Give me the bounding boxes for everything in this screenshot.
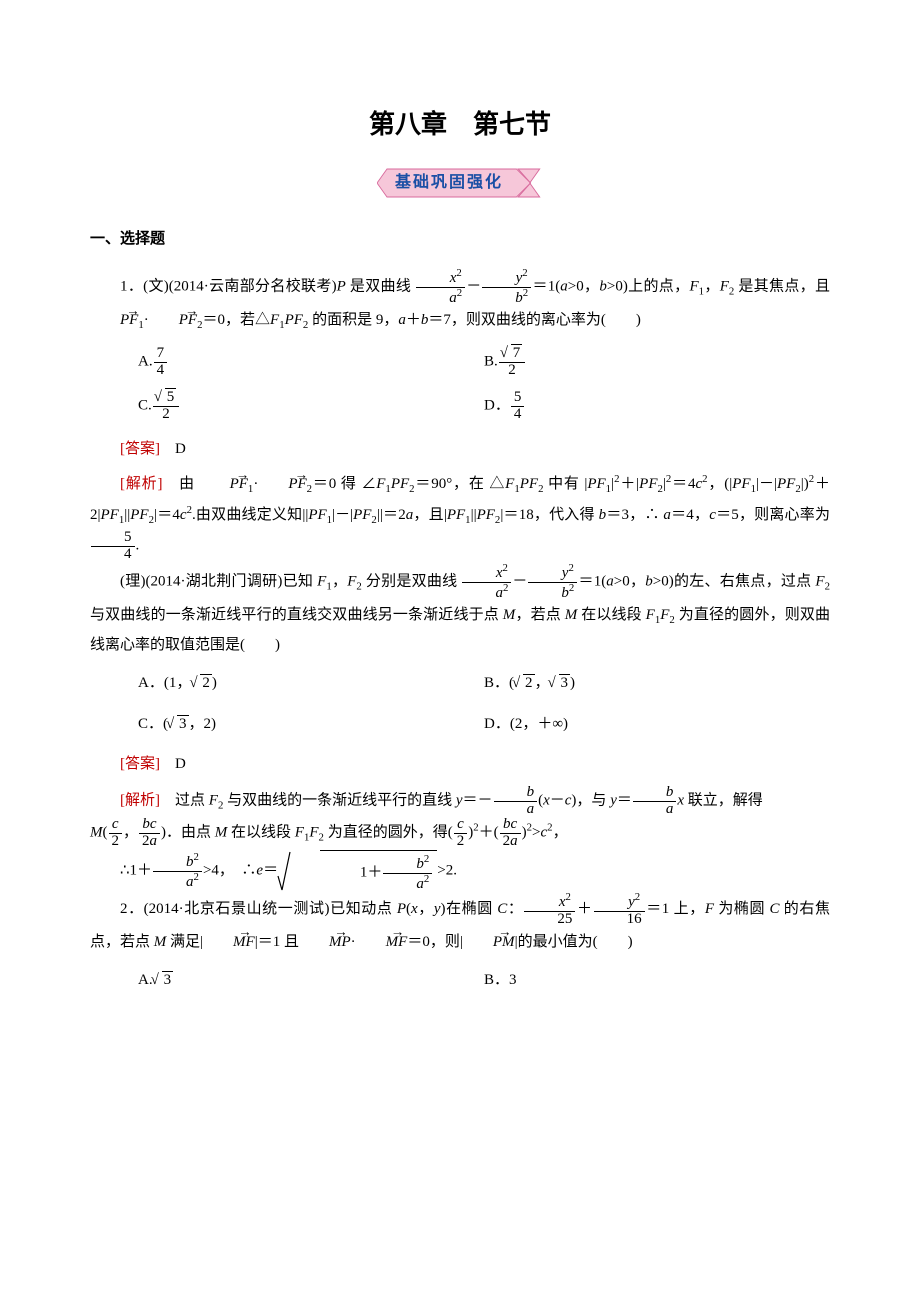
la1: 过点 xyxy=(175,793,205,809)
ana-t9: ＝4， xyxy=(671,507,709,523)
answer-value: D xyxy=(175,756,186,772)
choice-c: C.52 xyxy=(138,384,484,429)
q2-t3: 上， xyxy=(674,902,705,918)
q1w-analysis: [解析] 由 →PF1·→PF2＝0 得 ∠F1PF2＝90°，在 △F1PF2… xyxy=(90,469,830,563)
q1l-analysis-3: ∴1＋b2a2>4， ∴e＝ 1＋b2a2 >2. xyxy=(90,850,830,893)
q1w-t3: 上的点， xyxy=(628,279,690,295)
choice-b: B．(2，3) xyxy=(484,663,830,704)
choice-d: D．54 xyxy=(484,384,830,429)
choice-a: A.3 xyxy=(138,960,484,1001)
choice-a: A．(1，2) xyxy=(138,663,484,704)
choice-d: D．(2，＋∞) xyxy=(484,704,830,745)
analysis-label: [解析] xyxy=(120,476,162,492)
ribbon: 基础巩固强化 xyxy=(90,167,830,199)
ana-t10: ＝5，则离心率为 xyxy=(716,507,830,523)
q1l-t3: 的左、右焦点，过点 xyxy=(674,574,812,590)
la2: 与双曲线的一条渐近线平行的直线 xyxy=(227,793,452,809)
choice-c: C．(3，2) xyxy=(138,704,484,745)
hyperbola-frac: x2a2 xyxy=(416,268,465,307)
choice-a: A.74 xyxy=(138,340,484,385)
q1l-stem: (理)(2014·湖北荆门调研)已知 F1，F2 分别是双曲线 x2a2－y2b… xyxy=(90,563,830,660)
q2-t7: 且 xyxy=(284,934,299,950)
ana-t4: 中有 xyxy=(548,476,580,492)
q1w-t6: 的面积是 9， xyxy=(312,312,398,328)
q1l-t1: (理)(2014·湖北荆门调研)已知 xyxy=(120,574,313,590)
la7: 为直径的圆外，得 xyxy=(328,825,448,841)
q1l-t5: ，若点 xyxy=(515,607,561,623)
choice-b: B．3 xyxy=(484,960,830,1001)
q1w-t2: 是双曲线 xyxy=(346,279,411,295)
ana-t: 由 xyxy=(179,476,195,492)
q1w-t4: 是其焦点，且 xyxy=(738,279,830,295)
q2-t8: ，则 xyxy=(430,934,460,950)
q2-stem: 2．(2014·北京石景山统一测试)已知动点 P(x，y)在椭圆 C：x225＋… xyxy=(90,892,830,956)
ana-t6: ，且 xyxy=(413,507,444,523)
q1l-analysis-2: M(c2，bc2a)．由点 M 在以线段 F1F2 为直径的圆外，得(c2)2＋… xyxy=(90,817,830,850)
la5: 由点 xyxy=(181,825,211,841)
ana-t7: ，代入得 xyxy=(534,507,595,523)
ribbon-text: 基础巩固强化 xyxy=(395,174,503,191)
answer-label: [答案] xyxy=(120,756,160,772)
q2-t1: 2．(2014·北京石景山统一测试)已知动点 xyxy=(120,902,392,918)
q2-t9: 的最小值为( ) xyxy=(518,934,633,950)
q1l-t6: 在以线段 xyxy=(581,607,642,623)
q1w-stem: 1．(文)(2014·云南部分名校联考)P 是双曲线 x2a2－y2b2＝1(a… xyxy=(90,268,830,336)
q1w-answer: [答案] D xyxy=(90,435,830,464)
q1l-t2: 分别是双曲线 xyxy=(366,574,458,590)
q2-t4: 为椭圆 xyxy=(718,902,765,918)
chapter-title: 第八章 第七节 xyxy=(90,100,830,149)
answer-value: D xyxy=(175,441,186,457)
la4: 联立，解得 xyxy=(688,793,763,809)
q1l-choices: A．(1，2) B．(2，3) C．(3，2) D．(2，＋∞) xyxy=(138,663,830,744)
sqrt-icon: 1＋b2a2 xyxy=(282,850,437,893)
q1w-t7: ＝7，则双曲线的离心率为( ) xyxy=(428,312,641,328)
page: 第八章 第七节 基础巩固强化 一、选择题 1．(文)(2014·云南部分名校联考… xyxy=(0,0,920,1302)
q1l-answer: [答案] D xyxy=(90,750,830,779)
choice-b: B.72 xyxy=(484,340,830,385)
q2-t2: 在椭圆 xyxy=(446,902,493,918)
la3: 与 xyxy=(591,793,606,809)
section-heading: 一、选择题 xyxy=(90,225,830,254)
q2-choices: A.3 B．3 xyxy=(138,960,830,1001)
q1l-analysis-1: [解析] 过点 F2 与双曲线的一条渐近线平行的直线 y＝－ba(x－c)，与 … xyxy=(90,785,830,818)
ana-t8: ＝3， xyxy=(606,507,644,523)
ana-t5: .由双曲线定义知 xyxy=(192,507,302,523)
ana-t3: 在 xyxy=(469,476,485,492)
q1w-text: 1．(文)(2014·云南部分名校联考) xyxy=(120,279,337,295)
ana-t2: 得 xyxy=(341,476,357,492)
analysis-label: [解析] xyxy=(120,793,160,809)
answer-label: [答案] xyxy=(120,441,160,457)
q2-t6: 满足 xyxy=(170,934,200,950)
q1w-t5: ，若 xyxy=(225,312,255,328)
q1w-choices: A.74 B.72 C.52 D．54 xyxy=(138,340,830,429)
la6: 在以线段 xyxy=(231,825,291,841)
q1l-t4: 与双曲线的一条渐近线平行的直线交双曲线另一条渐近线于点 xyxy=(90,607,499,623)
